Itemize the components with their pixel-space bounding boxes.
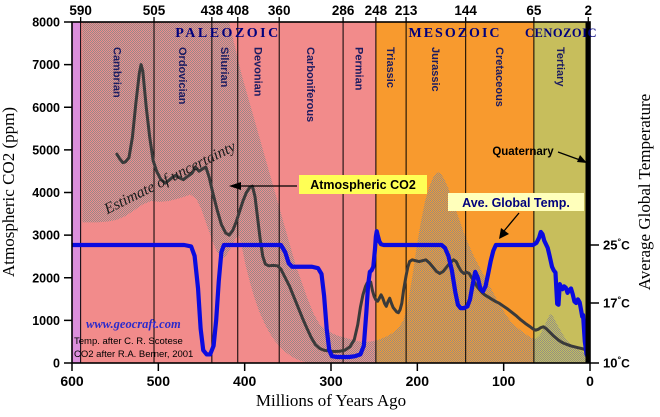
period-label-silurian: Silurian [218,47,230,88]
temp-callout-arrowhead-icon [499,228,509,239]
period-label-jurassic: Jurassic [429,47,441,92]
quaternary-annotation: Quaternary [492,146,587,163]
bottom-axis-value: 500 [147,373,171,389]
left-axis-value: 4000 [32,186,60,200]
left-axis-value: 7000 [32,58,60,72]
co2-callout-arrowhead-icon [229,182,241,190]
period-label-cambrian: Cambrian [110,47,122,98]
left-axis-value: 5000 [32,143,60,157]
temp-callout-line [503,212,520,232]
quaternary-arrowhead-icon [577,155,587,163]
data-curves [72,63,590,360]
co2-callout-box [299,175,427,194]
era-label-cenozoic: CENOZOIC [525,26,597,40]
period-label-devonian: Devonian [251,47,263,97]
bottom-axis-value: 300 [319,373,343,389]
top-axis-value: 2 [585,3,593,18]
bottom-axis-title: Millions of Years Ago [256,391,406,410]
period-label-triassic: Triassic [384,47,396,88]
bottom-axis-value: 400 [233,373,257,389]
watermark-credit-co2: CO2 after R.A. Berner, 2001 [74,349,193,360]
co2-callout: Atmospheric CO2 [229,175,427,194]
top-axis-value: 505 [143,3,166,18]
temp-callout-text: Ave. Global Temp. [462,196,570,210]
left-axis-value: 8000 [32,16,60,30]
era-label-mesozoic: MESOZOIC [408,26,501,41]
bottom-axis-value: 600 [60,373,84,389]
period-label-ordovician: Ordovician [176,47,188,105]
era-label-paleozoic: PALEOZOIC [175,26,280,41]
watermark-site: www.geocraft.com [86,317,181,331]
left-axis-title: Atmospheric CO2 (ppm) [0,107,18,277]
right-axis-title: Average Global Temperature [635,94,654,290]
temperature-curve [72,229,590,360]
period-labels: Cambrian Ordovician Silurian Devonian Carbon… [110,47,566,122]
bottom-axis-value: 0 [586,373,594,389]
uncertainty-polygon [82,22,590,363]
left-axis-value: 3000 [32,229,60,243]
top-axis-value: 65 [526,3,542,18]
bottom-axis-value: 200 [406,373,430,389]
era-band [72,22,81,363]
axis-ticks-and-labels: 590 505 438 408 360 286 248 213 144 65 2 600 500 400 3… [32,3,630,389]
top-axis-value: 438 [201,3,224,18]
period-label-tertiary: Tertiary [554,47,566,87]
top-axis-value: 408 [226,3,249,18]
period-label-cretaceous: Cretaceous [493,47,505,107]
left-axis-value: 6000 [32,101,60,115]
left-axis-value: 2000 [32,271,60,285]
temp-callout: Ave. Global Temp. [448,193,584,239]
top-axis-value: 213 [395,3,418,18]
top-axis-value: 144 [454,3,477,18]
right-axis-value: 25°C [603,237,630,253]
top-axis-value: 286 [332,3,355,18]
left-axis-value: 1000 [32,314,60,328]
left-axis-value: 0 [53,357,60,371]
quaternary-label: Quaternary [492,146,554,158]
uncertainty-region [82,22,590,363]
quaternary-arrow-line [557,151,581,161]
watermark-credit-temp: Temp. after C. R. Scotese [74,336,183,347]
bottom-axis-value: 100 [492,373,516,389]
period-label-permian: Permian [352,47,364,91]
top-axis-value: 360 [268,3,291,18]
period-label-carboniferous: Carboniferous [304,47,316,122]
temp-callout-box [448,193,584,211]
top-axis-value: 248 [365,3,388,18]
right-axis-value: 17°C [603,295,630,311]
right-axis-value: 10°C [603,355,630,371]
co2-curve [115,63,590,353]
top-axis-value: 590 [69,3,92,18]
co2-callout-text: Atmospheric CO2 [310,178,416,192]
